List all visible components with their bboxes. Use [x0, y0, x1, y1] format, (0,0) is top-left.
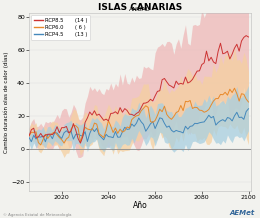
- Y-axis label: Cambio duración olas de calor (días): Cambio duración olas de calor (días): [3, 51, 9, 153]
- Legend: RCP8.5       (14 ), RCP6.0       ( 6 ), RCP4.5       (13 ): RCP8.5 (14 ), RCP6.0 ( 6 ), RCP4.5 (13 ): [31, 15, 90, 40]
- Text: AEMet: AEMet: [230, 210, 255, 216]
- X-axis label: Año: Año: [133, 201, 147, 210]
- Title: ISLAS CANARIAS: ISLAS CANARIAS: [98, 3, 182, 12]
- Text: ANUAL: ANUAL: [129, 7, 151, 12]
- Text: © Agencia Estatal de Meteorología: © Agencia Estatal de Meteorología: [3, 213, 71, 217]
